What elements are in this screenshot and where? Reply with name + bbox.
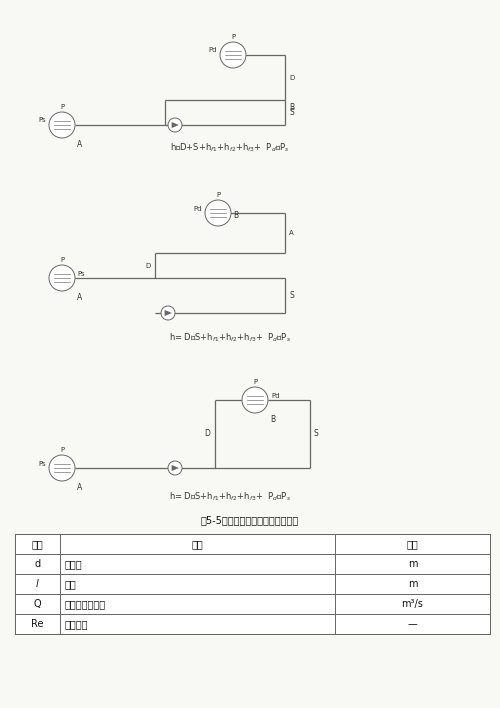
- Text: S: S: [289, 291, 294, 300]
- Text: B: B: [270, 415, 275, 424]
- Text: P: P: [60, 447, 64, 453]
- Text: S: S: [289, 108, 294, 117]
- Text: P: P: [60, 257, 64, 263]
- Text: h= D－S+h$_{f1}$+h$_{f2}$+h$_{f3}$+  P$_d$－P$_s$: h= D－S+h$_{f1}$+h$_{f2}$+h$_{f3}$+ P$_d$…: [169, 332, 291, 344]
- Text: 液体的体积流量: 液体的体积流量: [65, 599, 106, 609]
- Text: Q: Q: [34, 599, 42, 609]
- Text: Ps: Ps: [38, 461, 46, 467]
- Text: P: P: [216, 192, 220, 198]
- Circle shape: [49, 265, 75, 291]
- Circle shape: [49, 455, 75, 481]
- Polygon shape: [172, 465, 178, 471]
- Text: 雷诺准数: 雷诺准数: [65, 619, 88, 629]
- Text: B: B: [233, 210, 238, 219]
- Circle shape: [220, 42, 246, 68]
- Text: h= D＋S+h$_{f1}$+h$_{f2}$+h$_{f3}$+  P$_d$－P$_s$: h= D＋S+h$_{f1}$+h$_{f2}$+h$_{f3}$+ P$_d$…: [169, 491, 291, 503]
- Text: D: D: [204, 430, 210, 438]
- Text: 管内径: 管内径: [65, 559, 82, 569]
- Text: A: A: [77, 483, 82, 492]
- Text: 长度: 长度: [65, 579, 77, 589]
- Text: D: D: [289, 74, 294, 81]
- Circle shape: [168, 461, 182, 475]
- Text: m: m: [408, 579, 417, 589]
- Text: d: d: [34, 559, 40, 569]
- Text: 单位: 单位: [406, 539, 418, 549]
- Text: 符号: 符号: [32, 539, 44, 549]
- Text: Pd: Pd: [194, 206, 202, 212]
- Text: A: A: [77, 293, 82, 302]
- Circle shape: [161, 306, 175, 320]
- Text: A: A: [289, 230, 294, 236]
- Text: 意义: 意义: [192, 539, 203, 549]
- Text: Pd: Pd: [208, 47, 217, 53]
- Circle shape: [205, 200, 231, 226]
- Circle shape: [168, 118, 182, 132]
- Text: P: P: [231, 34, 235, 40]
- Circle shape: [49, 112, 75, 138]
- Text: Ps: Ps: [38, 117, 46, 123]
- Text: Re: Re: [31, 619, 44, 629]
- Polygon shape: [165, 310, 172, 316]
- Text: S: S: [314, 430, 319, 438]
- Text: l: l: [36, 579, 39, 589]
- Text: P: P: [253, 379, 257, 385]
- Text: B: B: [289, 103, 294, 112]
- Text: m: m: [408, 559, 417, 569]
- Text: P: P: [60, 104, 64, 110]
- Bar: [15, 534, 490, 634]
- Text: D: D: [146, 263, 151, 268]
- Polygon shape: [172, 122, 178, 128]
- Text: —: —: [408, 619, 418, 629]
- Text: Pd: Pd: [271, 393, 280, 399]
- Text: 表5-5：计算式中各参数符号的意义: 表5-5：计算式中各参数符号的意义: [201, 515, 299, 525]
- Text: m³/s: m³/s: [402, 599, 423, 609]
- Text: h＝D+S+h$_{f1}$+h$_{f2}$+h$_{f3}$+  P$_d$－P$_s$: h＝D+S+h$_{f1}$+h$_{f2}$+h$_{f3}$+ P$_d$－…: [170, 142, 290, 154]
- Circle shape: [242, 387, 268, 413]
- Text: A: A: [77, 140, 82, 149]
- Text: Ps: Ps: [77, 271, 84, 277]
